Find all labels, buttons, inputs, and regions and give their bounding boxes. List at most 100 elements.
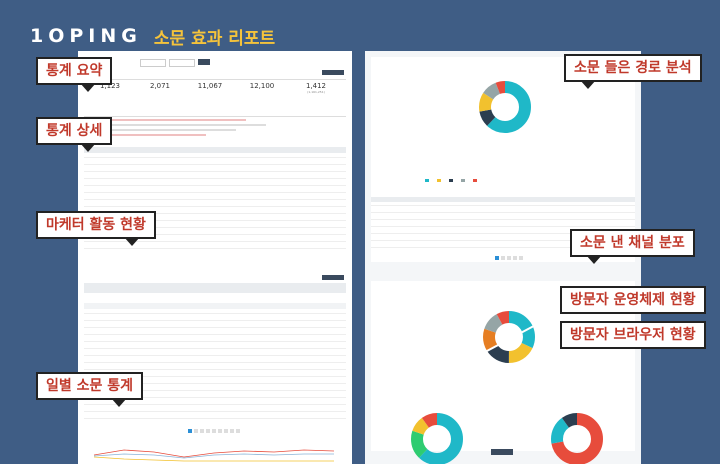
legend-swatch xyxy=(473,179,477,182)
callout-inflow-path: 소문 들은 경로 분석 xyxy=(564,54,702,89)
table-row xyxy=(84,220,346,221)
table-row xyxy=(371,219,635,220)
page-button[interactable] xyxy=(495,256,499,260)
table-row xyxy=(371,247,635,248)
search-button[interactable] xyxy=(198,59,210,65)
os-donut-chart xyxy=(411,413,463,464)
table-row xyxy=(84,178,346,179)
stat-2: 2,071 xyxy=(140,82,180,114)
marketer-export-button[interactable] xyxy=(322,275,344,280)
series-line-red xyxy=(93,449,335,458)
table-row xyxy=(371,240,635,241)
summary-notes xyxy=(86,119,286,136)
series-line-yellow xyxy=(93,456,334,462)
table-row xyxy=(371,233,635,234)
donut-slice xyxy=(479,81,531,133)
date-end-input[interactable] xyxy=(169,59,195,67)
table-row xyxy=(84,334,346,335)
stat-5: 1,412 (1,161,251) xyxy=(292,82,340,114)
table-row xyxy=(84,418,346,419)
page-button[interactable] xyxy=(236,429,240,433)
table-row xyxy=(84,157,346,158)
page-button[interactable] xyxy=(519,256,523,260)
page-button[interactable] xyxy=(188,429,192,433)
callout-channel-dist: 소문 낸 채널 분포 xyxy=(570,229,695,264)
stat-sub-value: (1,161,251) xyxy=(307,90,325,94)
table-row xyxy=(84,171,346,172)
table-subheader xyxy=(84,303,346,309)
page-button[interactable] xyxy=(194,429,198,433)
page-button[interactable] xyxy=(224,429,228,433)
report-title: 소문 효과 리포트 xyxy=(153,28,276,49)
legend-swatch xyxy=(425,179,429,182)
browser-donut-chart xyxy=(551,413,603,464)
summary-stats: 1,123 2,071 11,067 12,100 1,412 (1,161,2… xyxy=(84,79,346,117)
callout-stats-detail: 통계 상세 xyxy=(36,117,113,152)
confirm-button[interactable] xyxy=(491,449,513,455)
callout-visitor-os: 방문자 운영체제 현황 xyxy=(560,286,706,314)
inflow-legend xyxy=(425,179,477,182)
table-row xyxy=(84,327,346,328)
stat-value: 2,071 xyxy=(149,82,171,90)
table-row xyxy=(84,355,346,356)
table-row xyxy=(84,164,346,165)
table-row xyxy=(84,185,346,186)
table-header xyxy=(371,197,635,202)
table-row xyxy=(371,212,635,213)
callout-marketing-status: 마케터 활동 현황 xyxy=(36,211,156,246)
table-row xyxy=(84,369,346,370)
page-button[interactable] xyxy=(218,429,222,433)
donut-slice xyxy=(551,413,603,464)
page-button[interactable] xyxy=(501,256,505,260)
pagination[interactable] xyxy=(188,429,240,433)
table-row xyxy=(84,248,346,249)
table-row xyxy=(84,383,346,384)
page-button[interactable] xyxy=(513,256,517,260)
table-row xyxy=(84,397,346,398)
table-row xyxy=(84,234,346,235)
donut-slice xyxy=(411,413,463,464)
callout-visitor-browser: 방문자 브라우저 현황 xyxy=(560,321,706,349)
table-row xyxy=(84,341,346,342)
daily-line-chart xyxy=(93,449,335,462)
legend-swatch xyxy=(437,179,441,182)
inflow-table xyxy=(371,197,635,251)
table-row xyxy=(84,241,346,242)
stat-value: 1,412 xyxy=(305,82,327,90)
export-button[interactable] xyxy=(322,70,344,75)
table-row xyxy=(84,390,346,391)
donut-slice xyxy=(479,81,531,133)
table-row xyxy=(84,362,346,363)
table-row xyxy=(84,213,346,214)
donut-slice xyxy=(551,413,603,464)
table-row xyxy=(84,320,346,321)
date-filter-bar xyxy=(140,59,210,67)
table-row xyxy=(84,348,346,349)
callout-daily-stats: 일별 소문 통계 xyxy=(36,372,144,407)
table-header xyxy=(84,147,346,153)
callout-stats-summary: 통계 요약 xyxy=(36,57,113,92)
page-button[interactable] xyxy=(230,429,234,433)
logo: 1OPING xyxy=(30,25,142,47)
legend-swatch xyxy=(461,179,465,182)
stat-value: 1,123 xyxy=(99,82,121,90)
channel-donut-chart xyxy=(483,311,535,363)
inflow-donut-chart xyxy=(479,81,531,133)
detail-table xyxy=(84,147,346,255)
table-row xyxy=(84,206,346,207)
table-row xyxy=(84,404,346,405)
inflow-pagination[interactable] xyxy=(495,256,523,260)
page-button[interactable] xyxy=(507,256,511,260)
table-row xyxy=(84,227,346,228)
page-button[interactable] xyxy=(212,429,216,433)
report-header: 1OPING 소문 효과 리포트 xyxy=(30,24,276,49)
page-button[interactable] xyxy=(200,429,204,433)
table-row xyxy=(84,192,346,193)
legend-swatch xyxy=(449,179,453,182)
page-button[interactable] xyxy=(206,429,210,433)
date-start-input[interactable] xyxy=(140,59,166,67)
table-header xyxy=(84,283,346,293)
marketer-table xyxy=(84,275,346,419)
donut-slice xyxy=(411,413,463,464)
table-row xyxy=(84,411,346,412)
